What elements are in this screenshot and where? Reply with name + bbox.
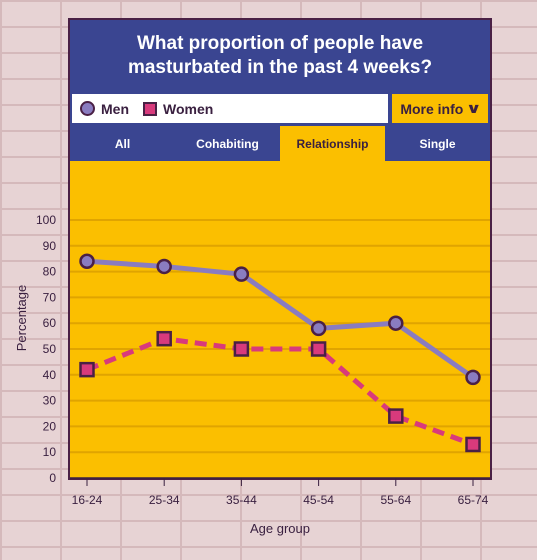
men-data-point bbox=[233, 266, 250, 282]
y-tick-label: 100 bbox=[36, 213, 56, 227]
y-tick-label: 50 bbox=[43, 342, 57, 356]
men-data-point bbox=[310, 320, 327, 337]
series-line-men bbox=[86, 258, 475, 380]
chart-card: What proportion of people have masturbat… bbox=[68, 18, 492, 480]
women-data-point bbox=[156, 330, 172, 347]
legend-item-men[interactable]: Men bbox=[80, 101, 129, 117]
women-data-point bbox=[388, 408, 404, 424]
x-tick-label: 45-54 bbox=[303, 493, 334, 507]
tab-single[interactable]: Single bbox=[419, 136, 456, 151]
circle-marker-icon bbox=[80, 101, 95, 116]
series-line-women bbox=[86, 336, 474, 447]
y-tick-label: 90 bbox=[43, 239, 57, 253]
legend: Men Women bbox=[72, 94, 388, 123]
y-tick-label: 60 bbox=[43, 316, 57, 330]
women-data-point bbox=[310, 341, 327, 357]
tab-cohabiting[interactable]: Cohabiting bbox=[196, 136, 259, 151]
more-info-label: More info bbox=[400, 100, 464, 117]
x-tick-label: 16-24 bbox=[72, 493, 103, 507]
men-data-point bbox=[79, 253, 95, 270]
square-marker-icon bbox=[143, 101, 157, 116]
y-tick-label: 70 bbox=[43, 290, 57, 304]
y-tick-label: 40 bbox=[43, 368, 57, 382]
legend-label-women: Women bbox=[163, 100, 214, 117]
women-data-point bbox=[79, 361, 95, 378]
chevron-down-icon: ∨ bbox=[466, 100, 482, 116]
men-data-point bbox=[465, 369, 481, 386]
y-tick-label: 0 bbox=[49, 471, 56, 485]
x-axis-title: Age group bbox=[250, 521, 310, 536]
y-tick-label: 20 bbox=[43, 419, 57, 433]
legend-label-men: Men bbox=[101, 100, 129, 117]
y-tick-label: 30 bbox=[43, 394, 57, 408]
y-tick-label: 80 bbox=[43, 265, 57, 279]
x-tick-label: 35-44 bbox=[226, 493, 257, 507]
x-tick-label: 55-64 bbox=[380, 493, 411, 507]
men-data-point bbox=[156, 258, 172, 275]
women-data-point bbox=[233, 341, 250, 357]
x-tick-label: 25-34 bbox=[149, 493, 180, 507]
tab-bar: All Cohabiting Relationship Single bbox=[70, 126, 490, 161]
chart-title: What proportion of people have masturbat… bbox=[70, 20, 490, 92]
men-data-point bbox=[388, 315, 404, 331]
women-data-point bbox=[465, 436, 481, 453]
y-tick-label: 10 bbox=[43, 445, 57, 459]
more-info-button[interactable]: More info ∨ bbox=[392, 94, 488, 123]
legend-item-women[interactable]: Women bbox=[143, 101, 213, 117]
tab-relationship[interactable]: Relationship bbox=[280, 126, 385, 161]
tab-all[interactable]: All bbox=[114, 136, 131, 151]
y-axis-title: Percentage bbox=[14, 285, 29, 352]
x-tick-label: 65-74 bbox=[458, 493, 489, 507]
legend-bar: Men Women More info ∨ bbox=[70, 92, 490, 126]
